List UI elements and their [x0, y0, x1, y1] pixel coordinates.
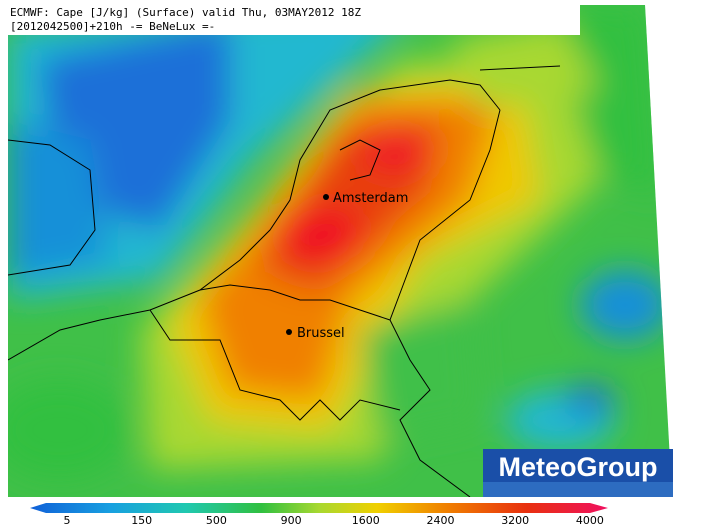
city-dot: [286, 329, 292, 335]
header-line: [2012042500]+210h -= BeNeLux =-: [10, 20, 215, 33]
colorbar-tick-label: 5: [64, 514, 71, 526]
colorbar-tick-label: 2400: [427, 514, 455, 526]
colorbar-tick-label: 150: [131, 514, 152, 526]
city-label: Amsterdam: [333, 191, 408, 206]
colorbar-tick-label: 500: [206, 514, 227, 526]
city-dot: [323, 194, 329, 200]
colorbar-tick-label: 3200: [501, 514, 529, 526]
borders: [8, 65, 561, 497]
header-line: ECMWF: Cape [J/kg] (Surface) valid Thu, …: [10, 6, 361, 19]
colorbar-tick-label: 1600: [352, 514, 380, 526]
colorbar-tick-label: 900: [281, 514, 302, 526]
colorbar: [30, 503, 608, 513]
colorbar-ticks: 5 150 500 900 1600 2400 3200 4000: [64, 514, 604, 526]
colorbar-tick-label: 4000: [576, 514, 604, 526]
logo-band: [483, 482, 673, 497]
city-label: Brussel: [297, 326, 345, 341]
logo: MeteoGroup: [499, 452, 658, 482]
header-box: [8, 5, 580, 35]
